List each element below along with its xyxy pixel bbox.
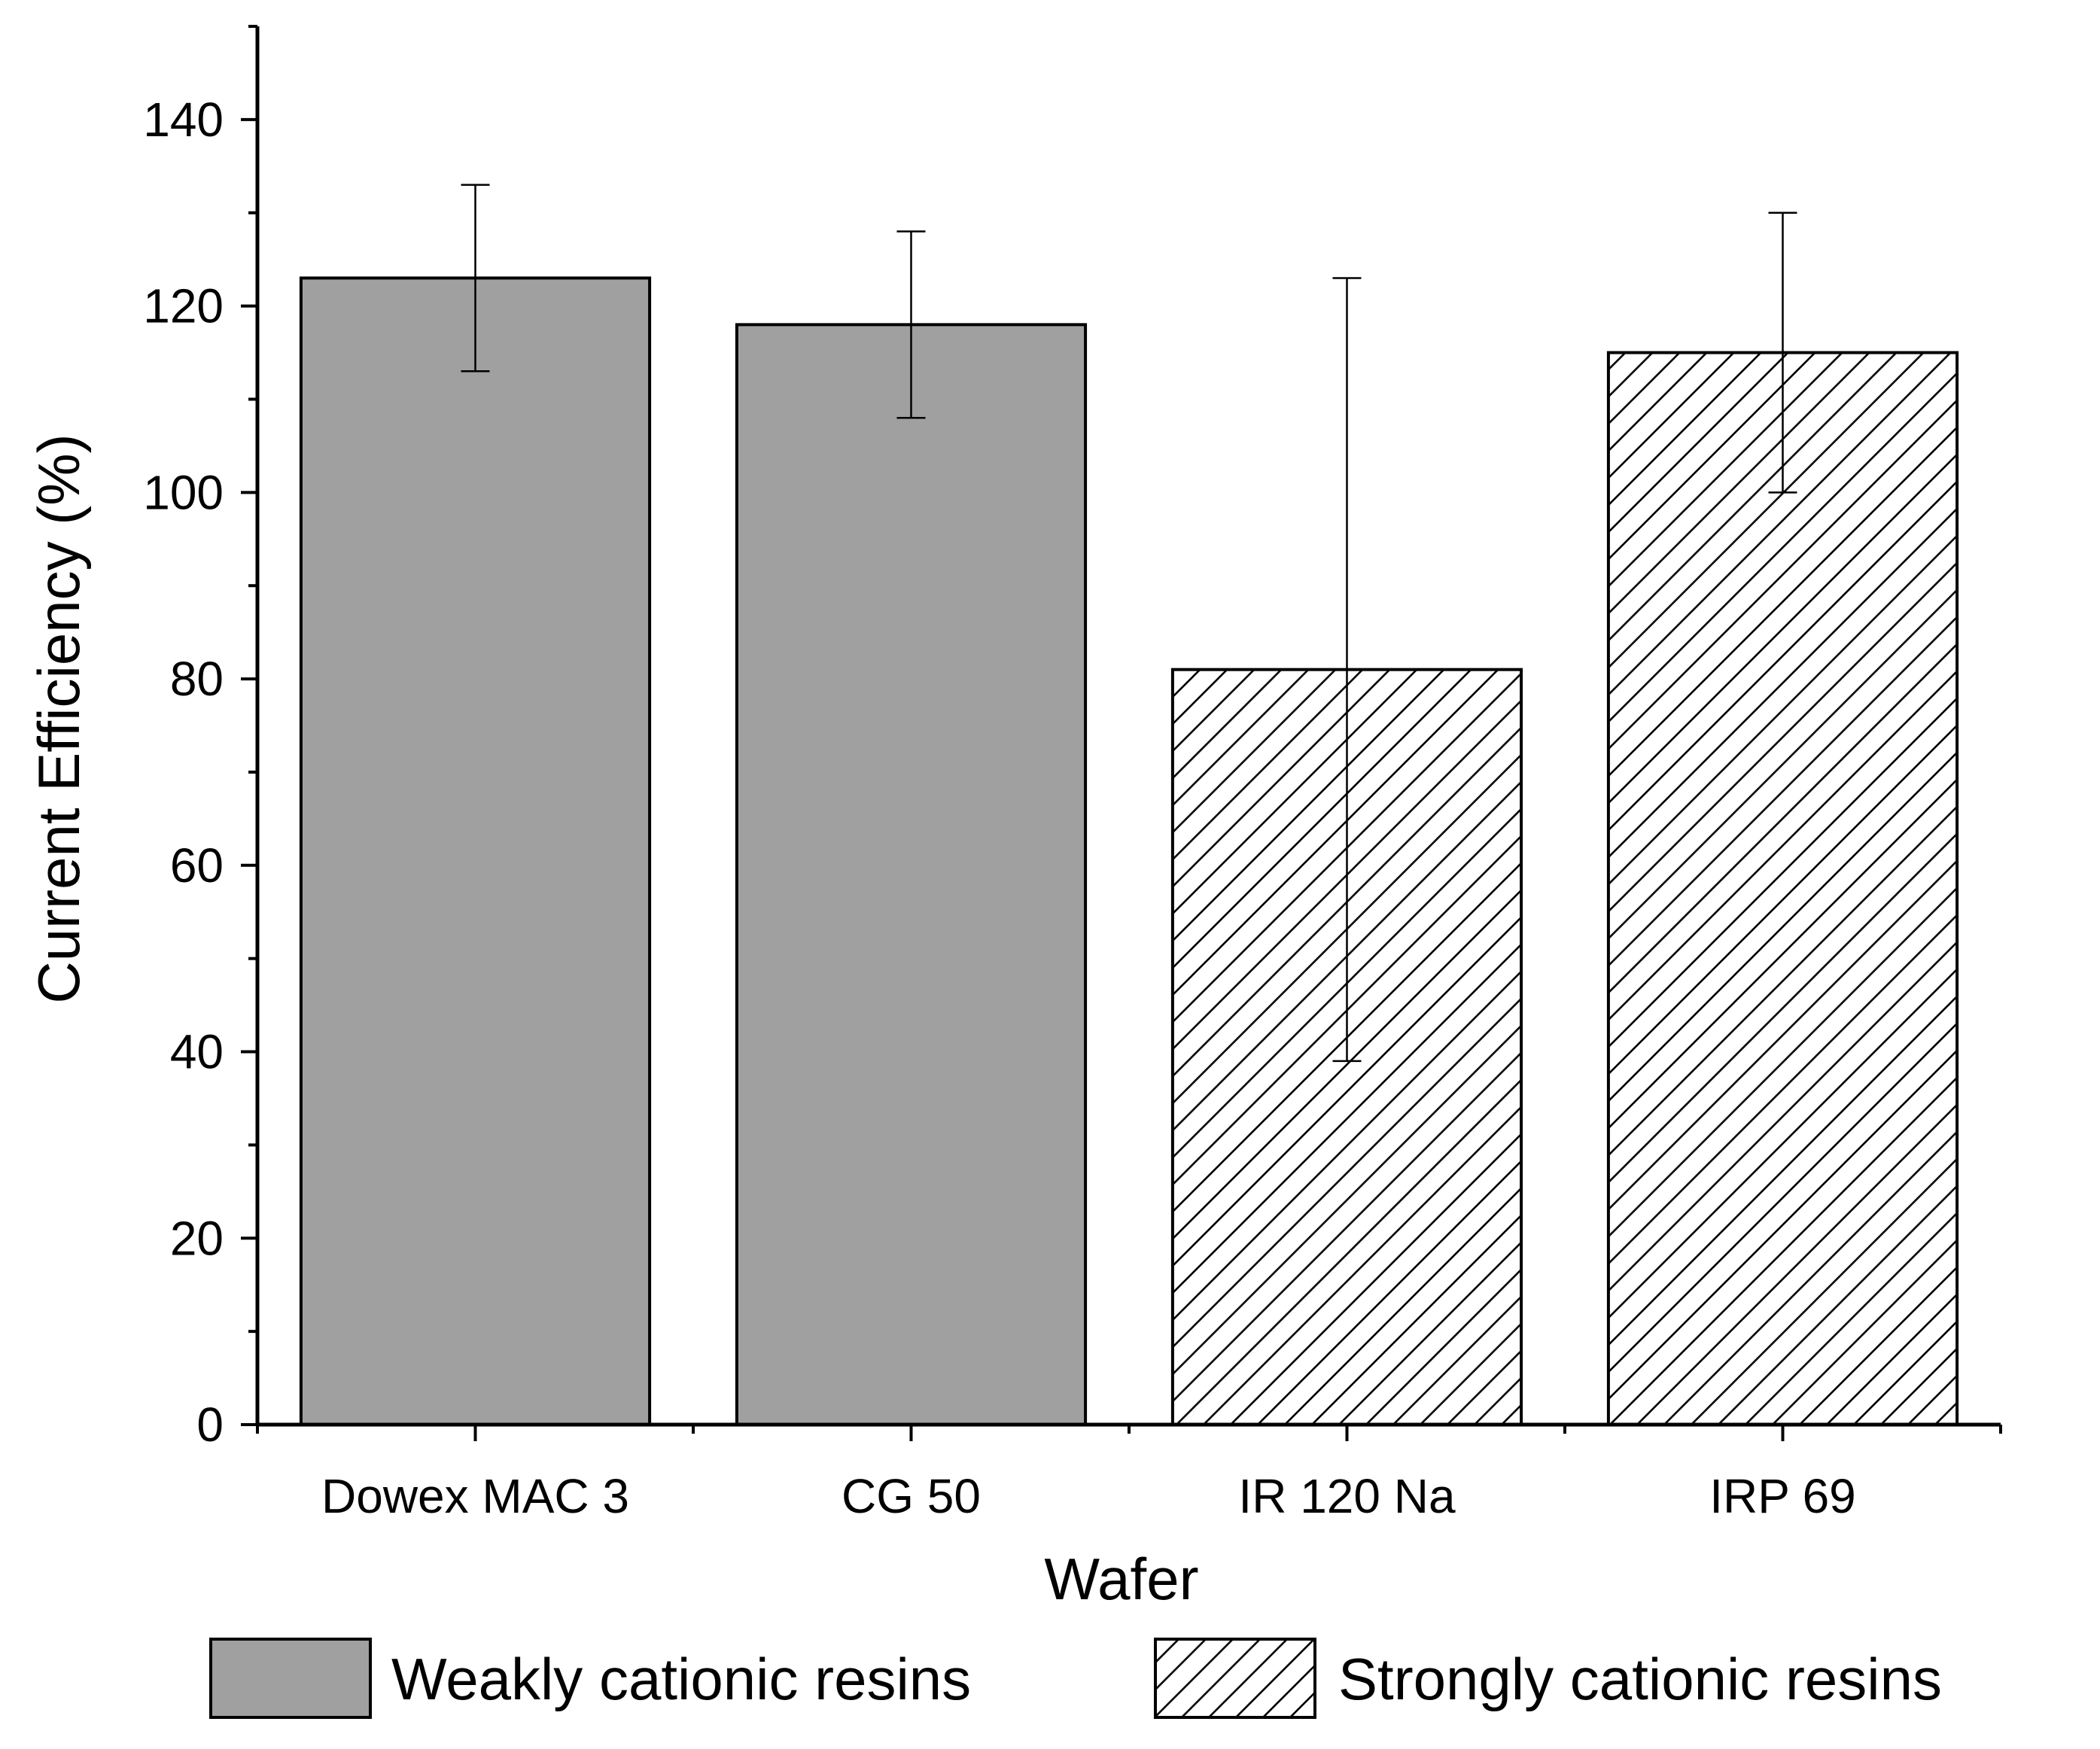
x-tick-label: Dowex MAC 3	[321, 1469, 629, 1523]
legend: Weakly cationic resins Strongly cationic…	[209, 1638, 1942, 1719]
x-tick-label: IR 120 Na	[1238, 1469, 1456, 1523]
x-axis-title: Wafer	[1044, 1546, 1198, 1612]
y-tick-label: 100	[143, 465, 224, 519]
bar-cg-50	[735, 323, 1088, 1427]
legend-label-weak: Weakly cationic resins	[391, 1646, 971, 1712]
error-bar	[896, 230, 926, 419]
y-tick-label: 40	[170, 1025, 224, 1079]
bar-dowex-mac-3	[299, 276, 652, 1427]
error-bar	[461, 184, 490, 373]
error-bar	[1768, 211, 1797, 494]
y-tick-label: 60	[170, 838, 224, 893]
legend-swatch-weak	[209, 1638, 372, 1719]
y-tick-label: 80	[170, 652, 224, 706]
y-tick-label: 140	[143, 93, 224, 147]
y-tick-label: 20	[170, 1211, 224, 1265]
bar-irp-69	[1606, 351, 1959, 1426]
y-ticks: 0 20 40 60 80 100 120 140	[143, 25, 257, 1452]
y-axis-title: Current Efficiency (%)	[26, 433, 92, 1003]
legend-label-strong: Strongly cationic resins	[1338, 1646, 1942, 1712]
y-tick-label: 0	[196, 1398, 224, 1452]
error-bars-layer	[461, 184, 1797, 1063]
x-tick-label: IRP 69	[1709, 1469, 1856, 1523]
x-ticks: Dowex MAC 3 CG 50 IR 120 Na IRP 69	[256, 1425, 2002, 1523]
x-tick-label: CG 50	[842, 1469, 981, 1523]
y-tick-label: 120	[143, 279, 224, 333]
axes: 0 20 40 60 80 100 120 140 Dowex MAC 3 CG 50 IR 12…	[143, 25, 2002, 1523]
bars-layer	[299, 276, 1959, 1427]
error-bar	[1332, 277, 1362, 1063]
legend-swatch-strong	[1154, 1638, 1316, 1719]
